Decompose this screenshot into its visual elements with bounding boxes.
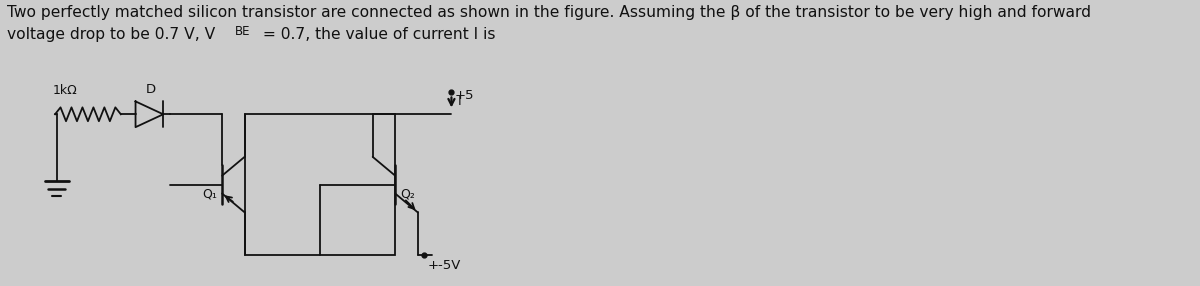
Text: Two perfectly matched silicon transistor are connected as shown in the figure. A: Two perfectly matched silicon transistor…: [6, 5, 1091, 20]
Bar: [245, 114, 395, 255]
Text: I: I: [457, 95, 461, 108]
Text: +5: +5: [455, 89, 474, 102]
Text: +-5V: +-5V: [427, 259, 461, 272]
Text: BE: BE: [235, 25, 250, 38]
Text: = 0.7, the value of current I is: = 0.7, the value of current I is: [258, 27, 496, 42]
Text: 1kΩ: 1kΩ: [53, 84, 77, 98]
Text: voltage drop to be 0.7 V, V: voltage drop to be 0.7 V, V: [6, 27, 215, 42]
Text: Q₁: Q₁: [202, 188, 217, 200]
Text: D: D: [146, 84, 156, 96]
Text: Q₂: Q₂: [401, 188, 415, 200]
